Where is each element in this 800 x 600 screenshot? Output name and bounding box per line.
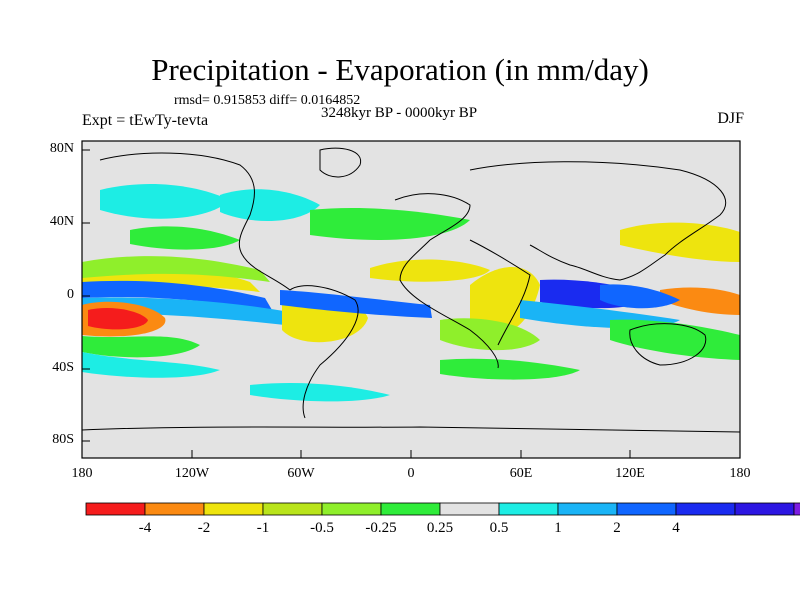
colorbar-swatch: [262, 502, 323, 516]
colorbar-swatch: [793, 502, 800, 516]
colorbar-label: 4: [672, 520, 680, 536]
south-pacific-green: [82, 336, 200, 358]
lon-label-120w: 120W: [174, 466, 210, 481]
south-pacific-cyan: [82, 352, 220, 378]
colorbar-label: -0.5: [310, 520, 334, 536]
season-label: DJF: [717, 110, 744, 127]
colorbar-label: -0.25: [365, 520, 397, 536]
west-pacific-orange: [660, 287, 740, 315]
lat-label-0: 0: [67, 287, 74, 302]
west-pacific-blue: [600, 284, 680, 309]
experiment-label: Expt = tEwTy-tevta: [82, 112, 209, 129]
colorbar-swatch: [616, 502, 677, 516]
coast-asia: [469, 161, 727, 281]
colorbar-swatch: [321, 502, 382, 516]
coast-europe-africa: [394, 193, 499, 369]
coast-south-america: [289, 285, 359, 419]
coast-greenland: [319, 147, 362, 178]
lon-label-0: 0: [407, 466, 415, 481]
equatorial-atlantic-blue: [280, 290, 432, 318]
north-atlantic-cyan: [220, 189, 320, 222]
map-title: Precipitation - Evaporation (in mm/day): [151, 52, 649, 87]
pacific-blue-band: [82, 280, 272, 310]
colorbar-swatch: [557, 502, 618, 516]
mediterranean-green: [310, 208, 470, 240]
lon-label-60e: 60E: [509, 466, 533, 481]
southern-ocean-cyan: [250, 383, 390, 402]
pacific-north-band-green: [82, 256, 270, 282]
lon-label-180w: 180: [71, 466, 93, 481]
colorbar-swatch: [498, 502, 559, 516]
coast-antarctica: [82, 426, 740, 433]
colorbar-swatch: [675, 502, 736, 516]
north-pacific-cyan: [100, 184, 230, 219]
stats-line: rmsd= 0.915853 diff= 0.0164852: [174, 93, 361, 108]
coastlines: [82, 147, 740, 433]
colorbar-label: -2: [197, 520, 211, 536]
lat-label-40s: 40S: [52, 360, 74, 375]
colorbar-swatch: [439, 502, 500, 516]
colorbar: [85, 502, 800, 516]
colorbar-swatch: [734, 502, 795, 516]
colorbar-swatch: [203, 502, 264, 516]
colorbar-label: -4: [138, 520, 152, 536]
southern-ocean-green: [440, 358, 580, 380]
period-label: 3248kyr BP - 0000kyr BP: [321, 105, 478, 121]
colorbar-label: 0.5: [489, 520, 509, 536]
colorbar-label: 2: [613, 520, 621, 536]
anomaly-field: [82, 184, 740, 402]
south-pacific-core: [88, 308, 148, 330]
coast-australia: [629, 323, 707, 366]
coast-north-america: [99, 152, 291, 291]
lat-label-80s: 80S: [52, 432, 74, 447]
colorbar-label: 0.25: [426, 520, 454, 536]
lon-label-120e: 120E: [615, 466, 645, 481]
australia-green: [610, 319, 740, 360]
coast-east-africa: [469, 239, 531, 346]
colorbar-swatch: [380, 502, 441, 516]
colorbar-swatch: [85, 502, 146, 516]
africa-yellow: [470, 266, 540, 336]
lat-label-80n: 80N: [49, 141, 74, 156]
colorbar-label: -1: [256, 520, 270, 536]
north-pacific-green: [130, 226, 240, 250]
colorbar-label: 1: [554, 520, 562, 536]
lat-tick-marks: [82, 149, 90, 442]
lat-label-40n: 40N: [49, 214, 74, 229]
lon-label-180e: 180: [729, 466, 751, 481]
colorbar-swatch: [144, 502, 205, 516]
africa-green: [440, 318, 540, 351]
lon-label-60w: 60W: [287, 466, 315, 481]
lon-tick-marks: [81, 450, 741, 458]
